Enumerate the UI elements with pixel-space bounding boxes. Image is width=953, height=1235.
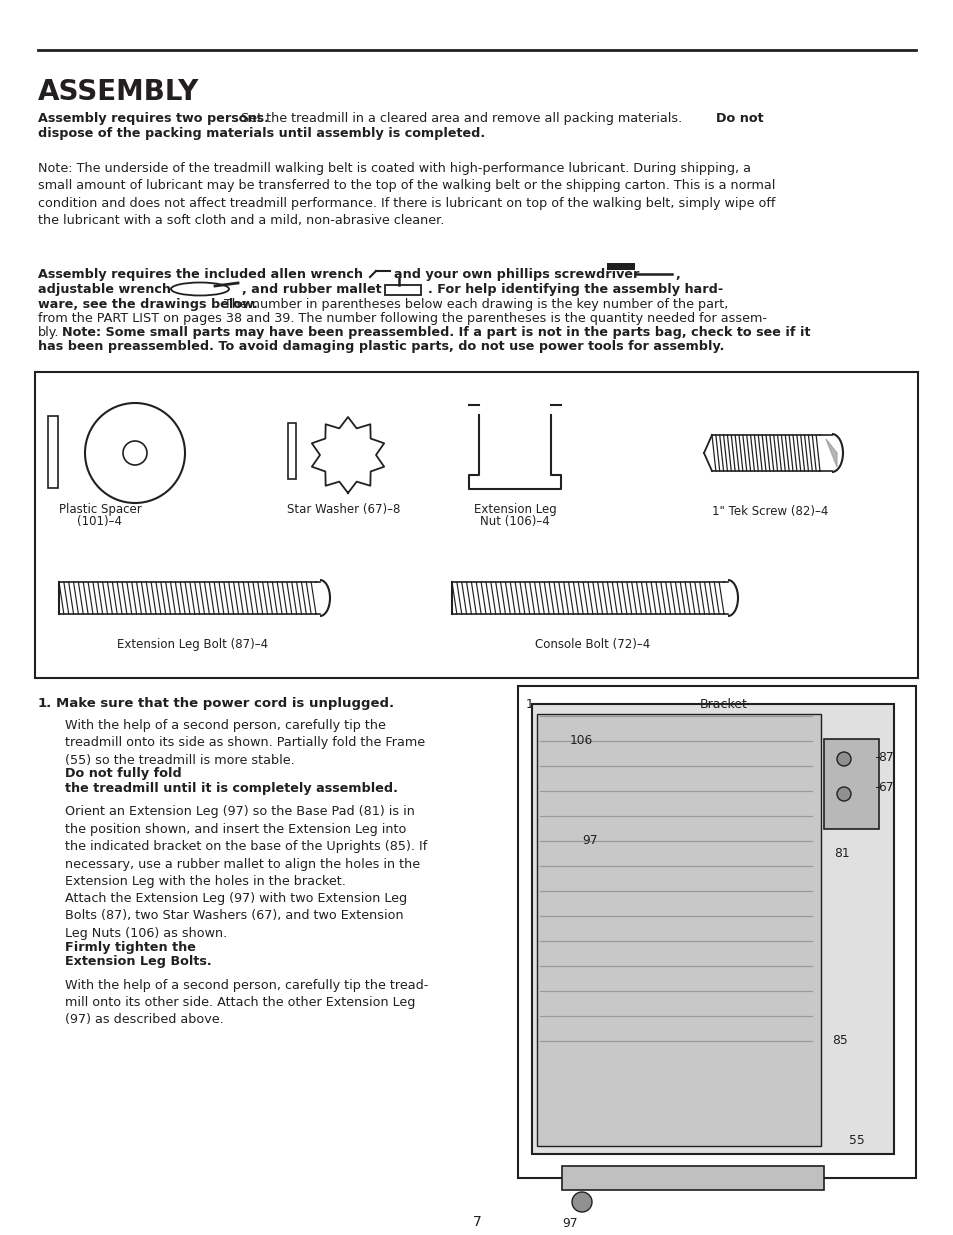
Text: from the PART LIST on pages 38 and 39. The number following the parentheses is t: from the PART LIST on pages 38 and 39. T… [38,312,766,325]
Bar [561,1166,823,1191]
Text: 97: 97 [581,834,597,847]
Bar [532,704,893,1153]
Text: Bracket: Bracket [700,698,747,711]
Bar [385,285,420,295]
Text: Nut (106)–4: Nut (106)–4 [479,515,549,529]
Text: and your own phillips screwdriver: and your own phillips screwdriver [394,268,639,282]
Text: (101)–4: (101)–4 [77,515,122,529]
Bar [35,372,917,678]
Text: 67: 67 [877,781,893,794]
Text: The number in parentheses below each drawing is the key number of the part,: The number in parentheses below each dra… [220,298,727,311]
Text: Star Washer (67)–8: Star Washer (67)–8 [287,503,400,516]
Text: Orient an Extension Leg (97) so the Base Pad (81) is in
the position shown, and : Orient an Extension Leg (97) so the Base… [65,805,427,888]
Text: 7: 7 [472,1215,481,1229]
Text: . For help identifying the assembly hard-: . For help identifying the assembly hard… [428,283,722,296]
Text: 1.: 1. [38,697,52,710]
Text: Console Bolt (72)–4: Console Bolt (72)–4 [535,638,650,651]
Circle shape [572,1192,592,1212]
Text: Extension Leg: Extension Leg [473,503,556,516]
Text: With the help of a second person, carefully tip the tread-
mill onto its other s: With the help of a second person, carefu… [65,978,428,1026]
Text: 1: 1 [525,698,534,711]
Bar [288,424,295,479]
Text: 87: 87 [877,751,893,764]
Text: 81: 81 [833,847,849,860]
Text: 1" Tek Screw (82)–4: 1" Tek Screw (82)–4 [711,505,827,517]
Text: 85: 85 [831,1034,847,1047]
Polygon shape [312,417,384,493]
Text: , and rubber mallet: , and rubber mallet [242,283,381,296]
Text: Firmly tighten the: Firmly tighten the [65,941,195,953]
Circle shape [123,441,147,466]
Text: 106: 106 [569,734,593,747]
Text: Note: Some small parts may have been preassembled. If a part is not in the parts: Note: Some small parts may have been pre… [62,326,810,338]
Text: Plastic Spacer: Plastic Spacer [58,503,141,516]
Text: Set the treadmill in a cleared area and remove all packing materials.: Set the treadmill in a cleared area and … [236,112,685,125]
Bar [517,685,915,1178]
Circle shape [836,752,850,766]
Text: Extension Leg Bolt (87)–4: Extension Leg Bolt (87)–4 [117,638,269,651]
Text: Note: The underside of the treadmill walking belt is coated with high-performanc: Note: The underside of the treadmill wal… [38,162,775,227]
Circle shape [836,787,850,802]
Text: ,: , [675,268,679,282]
Text: With the help of a second person, carefully tip the
treadmill onto its side as s: With the help of a second person, carefu… [65,719,425,767]
Bar [823,739,878,829]
Text: bly.: bly. [38,326,59,338]
Text: Do not fully fold: Do not fully fold [65,767,182,781]
Text: 55: 55 [848,1134,863,1147]
Text: Extension Leg Bolts.: Extension Leg Bolts. [65,955,212,968]
Bar [48,416,58,488]
Text: the treadmill until it is completely assembled.: the treadmill until it is completely ass… [65,782,397,795]
Text: adjustable wrench: adjustable wrench [38,283,171,296]
Text: Assembly requires the included allen wrench: Assembly requires the included allen wre… [38,268,363,282]
Bar [537,714,821,1146]
Text: ware, see the drawings below.: ware, see the drawings below. [38,298,257,311]
Text: Do not: Do not [716,112,762,125]
Text: ASSEMBLY: ASSEMBLY [38,78,199,106]
Ellipse shape [85,403,185,503]
Text: Make sure that the power cord is unplugged.: Make sure that the power cord is unplugg… [56,697,394,710]
Polygon shape [825,438,836,467]
Text: Assembly requires two persons.: Assembly requires two persons. [38,112,269,125]
Bar [606,263,635,270]
Text: dispose of the packing materials until assembly is completed.: dispose of the packing materials until a… [38,127,485,140]
Text: Attach the Extension Leg (97) with two Extension Leg
Bolts (87), two Star Washer: Attach the Extension Leg (97) with two E… [65,892,407,940]
Text: has been preassembled. To avoid damaging plastic parts, do not use power tools f: has been preassembled. To avoid damaging… [38,340,723,353]
Text: 97: 97 [561,1216,577,1230]
